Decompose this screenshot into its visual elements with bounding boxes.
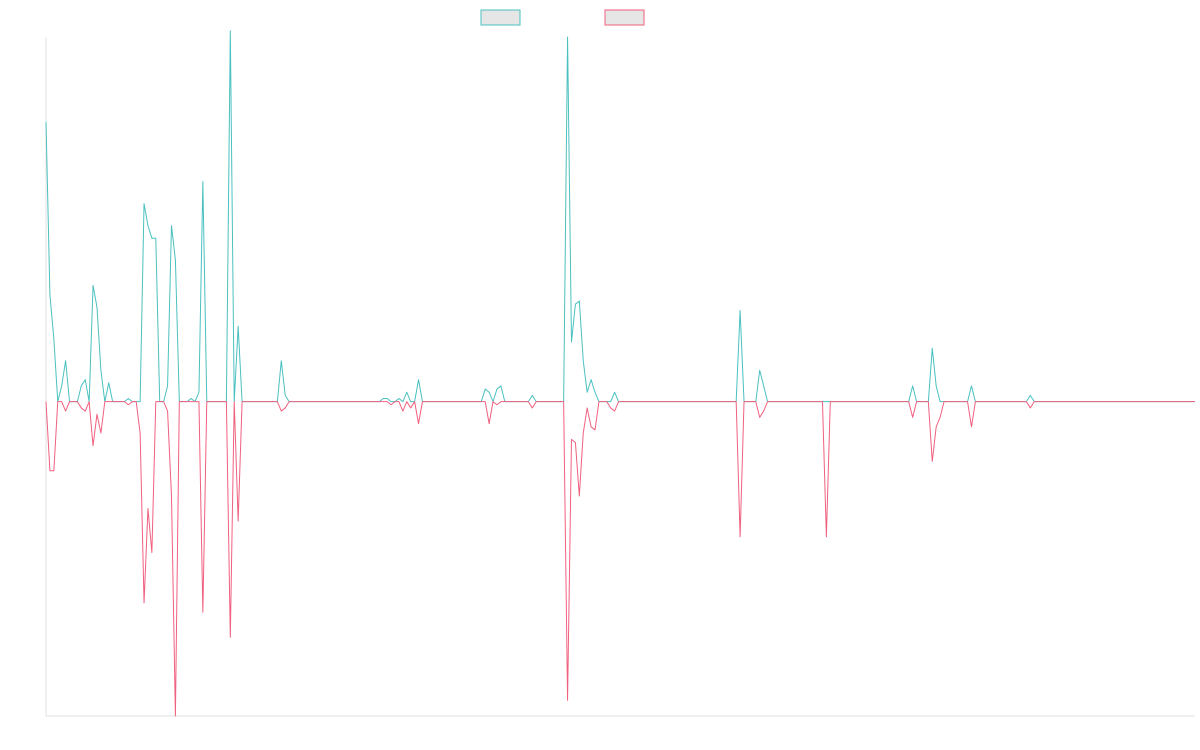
series-line-1: [45, 30, 1195, 403]
legend-swatch-2[interactable]: [604, 9, 645, 26]
series-line-2: [45, 401, 1195, 717]
plot-area: [45, 30, 1195, 717]
legend-swatch-1[interactable]: [480, 9, 521, 26]
legend: [480, 9, 645, 26]
axes: [45, 37, 1195, 717]
